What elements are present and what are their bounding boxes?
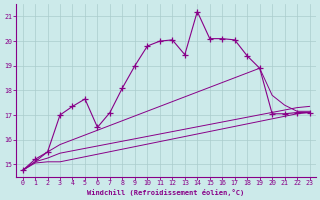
X-axis label: Windchill (Refroidissement éolien,°C): Windchill (Refroidissement éolien,°C) <box>87 189 245 196</box>
